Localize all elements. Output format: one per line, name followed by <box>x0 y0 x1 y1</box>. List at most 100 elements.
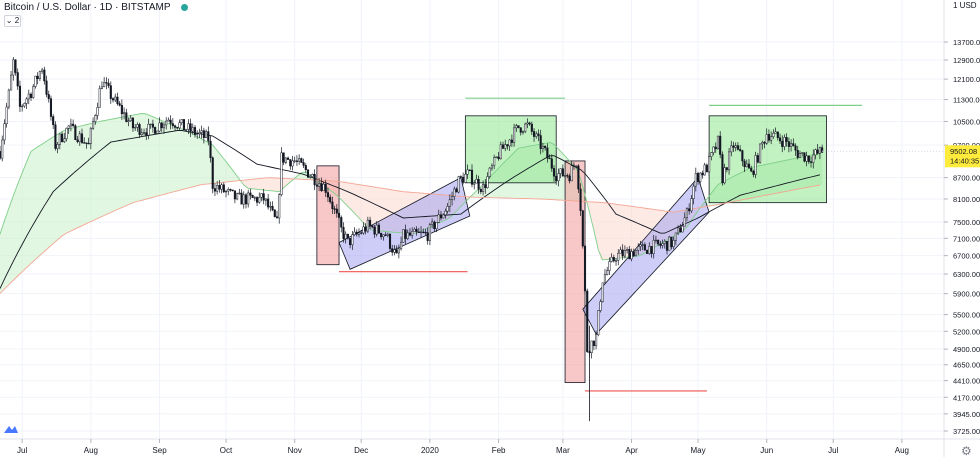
candle-body <box>18 85 21 107</box>
price-tick-label: 4650.00 <box>953 361 980 370</box>
collapse-indicators-button[interactable]: ⌄ 2 <box>4 15 21 27</box>
candle-body <box>601 282 604 302</box>
candle-body <box>486 176 489 188</box>
candle-body <box>459 176 462 178</box>
candle-body <box>258 196 261 203</box>
time-tick-label: Jul <box>828 446 838 455</box>
symbol-header[interactable]: Bitcoin / U.S. Dollar · 1D · BITSTAMP <box>4 2 189 13</box>
candle-body <box>69 123 72 127</box>
candle-body <box>147 123 150 136</box>
candle-body <box>721 154 724 184</box>
candle-body <box>579 188 582 211</box>
candle-body <box>74 125 77 140</box>
candle-body <box>654 239 657 242</box>
candle-body <box>790 143 793 147</box>
candle-body <box>710 152 713 157</box>
candle-body <box>663 241 666 244</box>
candle-body <box>271 206 274 211</box>
candle-body <box>278 194 281 219</box>
candle-body <box>739 149 742 151</box>
candle-body <box>196 133 199 135</box>
candle-body <box>236 193 239 200</box>
candle-body <box>759 143 762 163</box>
candle-body <box>488 167 491 177</box>
price-tick-label: 11300.00 <box>953 96 980 105</box>
candle-body <box>67 125 70 129</box>
time-tick-label: May <box>690 446 705 455</box>
candle-body <box>103 82 106 88</box>
candle-body <box>639 244 642 247</box>
candle-body <box>125 112 128 122</box>
candle-body <box>142 132 146 134</box>
candle-body <box>351 234 354 246</box>
candle-body <box>652 239 655 254</box>
candle-body <box>60 133 64 143</box>
candle-body <box>298 158 301 162</box>
candle-body <box>747 163 751 169</box>
last-price-badge <box>945 145 980 168</box>
candle-body <box>329 196 332 203</box>
tradingview-logo-icon[interactable] <box>4 424 18 434</box>
candle-body <box>570 165 573 182</box>
candle-body <box>107 82 110 86</box>
candle-body <box>544 146 547 149</box>
candle-body <box>657 239 660 245</box>
candle-body <box>395 249 398 254</box>
candle-body <box>337 212 341 218</box>
candle-body <box>373 226 376 235</box>
candle-body <box>781 140 784 147</box>
candle-body <box>187 123 190 130</box>
candle-body <box>442 214 445 219</box>
candle-body <box>21 105 24 108</box>
time-tick-label: Sep <box>152 446 167 455</box>
candle-body <box>495 156 498 158</box>
candle-body <box>493 157 496 167</box>
candle-body <box>590 340 593 354</box>
candle-body <box>131 117 135 129</box>
candle-body <box>216 185 219 192</box>
candle-body <box>632 251 635 257</box>
candle-body <box>72 123 75 126</box>
annotation-layer[interactable] <box>316 97 863 392</box>
candle-body <box>145 132 148 136</box>
candle-body <box>688 208 691 212</box>
candle-body <box>435 222 438 229</box>
candle-body <box>229 189 232 191</box>
candle-body <box>550 158 553 169</box>
candle-body <box>659 243 662 246</box>
candle-body <box>205 131 208 138</box>
candle-body <box>685 208 688 219</box>
candle-body <box>690 198 693 212</box>
time-tick-label: Aug <box>895 446 909 455</box>
candle-body <box>424 231 427 234</box>
candle-body <box>701 172 704 176</box>
gear-icon[interactable]: ⚙ <box>961 444 972 458</box>
price-scale[interactable]: 1 USD 13700.00 12900.00 12100.00 11300.00 105… <box>944 1 980 436</box>
candle-body <box>683 217 686 227</box>
candle-body <box>608 261 611 271</box>
candle-body <box>572 165 575 167</box>
candle-body <box>253 197 256 199</box>
candle-body <box>708 156 711 173</box>
candle-body <box>650 246 653 254</box>
time-tick-label: 2020 <box>421 446 439 455</box>
candle-body <box>344 233 347 239</box>
candle-body <box>322 183 325 191</box>
candle-body <box>14 59 17 73</box>
price-tick-label: 8700.00 <box>953 174 980 183</box>
ma-cloud <box>294 170 317 181</box>
candle-body <box>787 141 790 147</box>
time-axis[interactable]: Jul Aug Sep Oct Nov Dec 2020 Feb Mar Apr May Jun Jul… <box>17 439 909 455</box>
countdown-label: 14:40:35 <box>950 156 979 165</box>
candle-body <box>466 169 469 175</box>
candle-body <box>224 190 228 193</box>
candle-body <box>116 96 119 104</box>
candle-body <box>127 120 130 122</box>
candle-body <box>444 210 447 216</box>
time-tick-label: Oct <box>220 446 233 455</box>
candle-body <box>92 121 95 129</box>
candle-body <box>670 236 673 248</box>
candle-body <box>176 127 179 129</box>
